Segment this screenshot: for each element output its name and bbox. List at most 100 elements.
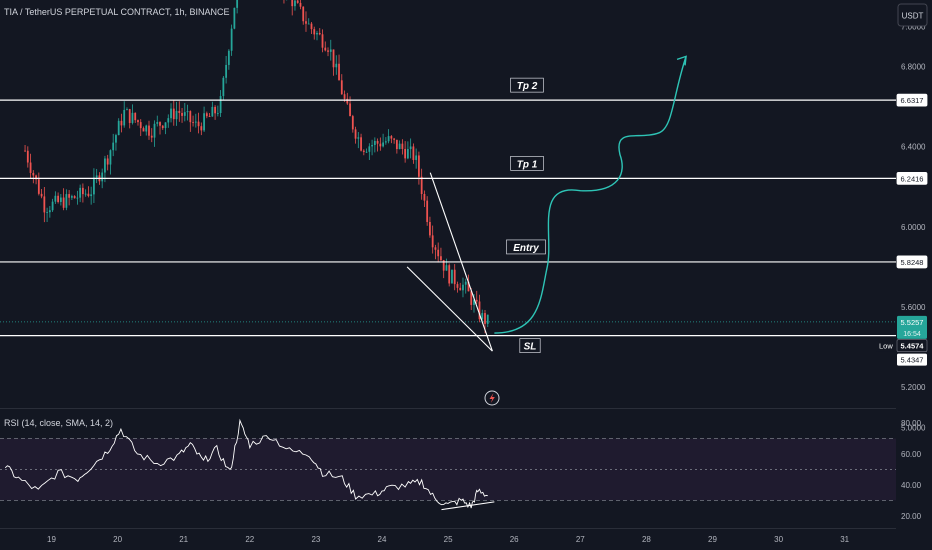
candle [87,186,90,198]
candle [340,74,343,95]
candle [211,101,214,117]
candle [354,126,357,144]
candle [145,124,148,136]
candle [24,144,26,152]
candle [302,6,305,25]
level-tp-2[interactable]: Tp 2 [0,77,896,101]
candle [139,119,142,137]
tag-extra: 5.4347 [897,353,927,366]
price-tick: 6.4000 [901,143,926,152]
candle [76,190,79,205]
candle [313,26,316,40]
candle [384,137,387,145]
candle [335,55,338,75]
price-scale[interactable] [896,0,932,550]
price-tick: 5.0000 [901,423,926,432]
level-sl[interactable]: SL [0,334,896,353]
candle [54,191,57,204]
candle [227,49,230,70]
candle [233,7,236,30]
candle [117,118,120,136]
candle [445,258,448,271]
candle [153,120,156,147]
candle [390,135,393,144]
candle [200,122,203,136]
candle [395,139,398,154]
candle [324,41,327,52]
candle [68,190,71,206]
currency-label: USDT [902,12,924,21]
candle [434,244,437,260]
candle [296,0,299,4]
candle [40,188,43,199]
time-tick: 27 [576,535,585,544]
rsi-trendline[interactable] [441,501,495,511]
time-tick: 23 [311,535,320,544]
candle [299,0,302,10]
wedge-lower-line[interactable] [406,266,493,352]
candle [475,290,478,304]
candle [175,101,178,126]
lightning-icon[interactable] [484,390,500,406]
candle [70,194,73,200]
rsi-trendline-segment[interactable] [441,501,495,511]
candle [464,278,467,294]
rsi-tick: 20.00 [901,512,922,521]
currency-button[interactable]: USDT [897,3,928,27]
level-entry[interactable]: Entry [0,239,896,263]
candle [321,29,324,53]
projection-path[interactable] [494,55,687,334]
candle [214,105,216,120]
candle [332,49,335,76]
price-tick: 7.0000 [901,22,926,31]
candle [186,104,189,121]
candle [230,24,233,56]
candle [189,110,192,132]
time-ticks: 19 20 21 22 23 24 25 26 27 28 29 30 31 [47,535,850,544]
candle [65,189,68,211]
candle [159,121,161,135]
candle [164,122,167,135]
candle [48,206,51,218]
candle [456,281,459,293]
tag-current-price: 5.5257 16:54 [897,315,927,339]
candle [73,195,76,199]
candle [404,141,407,163]
wedge-upper-line[interactable] [429,172,493,352]
candle [462,277,464,298]
candles[interactable] [24,0,489,334]
candle [329,39,332,61]
candle [448,263,451,287]
candle [84,189,87,197]
candle [208,113,211,117]
candle [178,101,181,122]
levels[interactable]: Tp 2 Tp 1 Entry SL [0,77,896,353]
candle [216,105,219,117]
candle [451,269,453,284]
time-tick: 20 [113,535,122,544]
time-tick: 29 [708,535,717,544]
time-tick: 21 [179,535,188,544]
candle [205,111,208,119]
candle [112,133,115,157]
price-tags: 6.6317 6.2416 5.8248 5.5257 16:54 Low 5.4574 5.… [876,93,928,366]
price-tick: 5.2000 [901,383,926,392]
time-tick: 30 [774,535,783,544]
projection-arrowhead [676,55,687,66]
candle [95,168,98,184]
candle [194,113,197,128]
falling-wedge[interactable] [406,172,493,352]
symbol-title: TIA / TetherUS PERPETUAL CONTRACT, 1h, B… [4,7,230,17]
candle [126,107,128,111]
level-tp-1[interactable]: Tp 1 [0,156,896,179]
candle [365,148,368,153]
tag-low: Low 5.4574 [876,339,928,352]
candle [79,184,82,203]
projection-curve[interactable] [494,56,687,334]
candle [351,114,354,133]
low-label: Low [879,342,893,351]
candle [406,141,409,160]
candle [401,139,404,155]
candle [183,102,186,122]
candle [181,107,183,123]
